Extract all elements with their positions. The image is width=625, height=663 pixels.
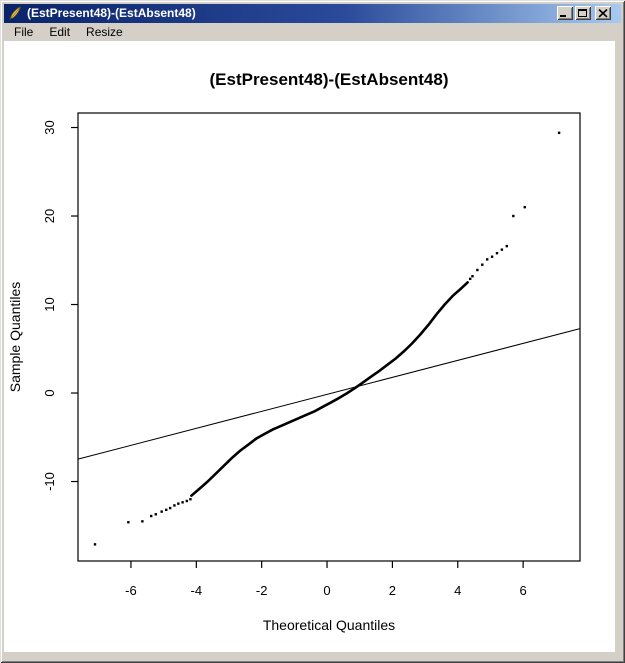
x-tick-label: 0 (323, 583, 330, 598)
x-tick-label: 6 (520, 583, 527, 598)
qq-point-upper-tail (500, 248, 504, 251)
y-tick-label: 0 (42, 389, 57, 396)
qq-point-lower-tail (185, 499, 189, 503)
plot-frame (77, 112, 581, 562)
qq-point-upper-tail (485, 258, 489, 261)
qq-point-lower-tail (177, 502, 180, 505)
x-tick-label: -6 (125, 583, 137, 598)
y-axis-label: Sample Quantiles (7, 282, 23, 393)
quill-feather-icon[interactable] (8, 6, 23, 21)
qq-point-lower-tail (189, 498, 192, 501)
qq-point-upper-tail (481, 263, 484, 266)
y-tick-label: 10 (42, 297, 57, 311)
qq-point-upper-tail (468, 277, 472, 281)
menu-item-file[interactable]: File (14, 24, 34, 39)
qq-point-lower-tail (165, 508, 168, 512)
y-tick-label: 30 (42, 120, 57, 134)
qq-point-upper-tail (512, 214, 515, 218)
maximize-icon (578, 9, 587, 17)
qq-point-upper-tail (557, 131, 561, 135)
qq-point-lower-tail (127, 521, 130, 524)
qq-point-upper-tail (476, 268, 479, 272)
qq-dense-curve (190, 281, 469, 497)
x-tick-label: 2 (389, 583, 396, 598)
minimize-icon (560, 15, 566, 17)
qq-point-upper-tail (495, 251, 499, 255)
qq-point-lower-tail (93, 543, 97, 546)
chart-title: (EstPresent48)-(EstAbsent48) (209, 70, 448, 89)
qq-point-lower-tail (154, 513, 157, 516)
qq-point-lower-tail (173, 504, 176, 507)
window-title: (EstPresent48)-(EstAbsent48) (27, 6, 196, 20)
qq-point-lower-tail (181, 501, 184, 504)
y-tick-label: -10 (42, 472, 57, 491)
plot-canvas: -6 -4 -2 0 2 4 6 -10 0 10 20 30 (EstPresent48)-(EstA… (4, 41, 615, 652)
menu-bar: File Edit Resize (4, 23, 621, 41)
qq-point-lower-tail (150, 514, 153, 518)
y-tick-label: 20 (42, 209, 57, 223)
close-button[interactable] (595, 6, 611, 20)
qq-point-upper-tail (490, 255, 494, 258)
minimize-button[interactable] (557, 6, 573, 20)
qq-point-upper-tail (471, 274, 474, 278)
maximize-button[interactable] (575, 6, 591, 20)
reference-line (77, 328, 581, 460)
menu-item-edit[interactable]: Edit (49, 24, 71, 39)
qq-point-upper-tail (523, 205, 526, 209)
qq-point-lower-tail (141, 520, 144, 523)
x-tick-label: -4 (191, 583, 203, 598)
titlebar[interactable]: (EstPresent48)-(EstAbsent48) (4, 4, 621, 23)
x-axis-label: Theoretical Quantiles (263, 617, 395, 633)
close-icon (598, 8, 608, 18)
x-tick-label: -2 (256, 583, 268, 598)
qq-point-upper-tail (505, 244, 508, 248)
qq-point-lower-tail (168, 506, 172, 510)
window-controls (557, 6, 611, 20)
menu-item-resize[interactable]: Resize (86, 24, 123, 39)
plot-svg: -6 -4 -2 0 2 4 6 -10 0 10 20 30 (EstPresent48)-(EstA… (7, 70, 581, 633)
x-tick-label: 4 (454, 583, 461, 598)
qq-point-lower-tail (160, 510, 163, 513)
